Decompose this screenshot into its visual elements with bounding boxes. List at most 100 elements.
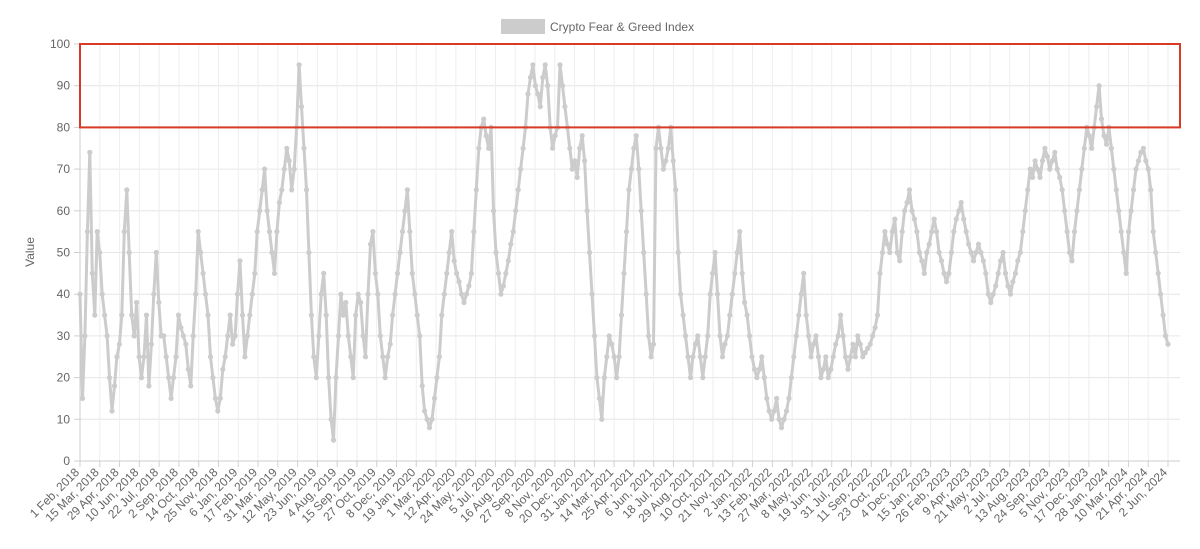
data-point	[818, 375, 824, 381]
data-point	[111, 383, 118, 389]
data-point	[481, 116, 487, 122]
data-point	[311, 354, 317, 360]
data-point	[1017, 249, 1023, 256]
data-point	[961, 216, 967, 222]
data-point	[936, 249, 942, 256]
data-point	[244, 333, 250, 339]
data-point	[641, 249, 647, 256]
data-point	[902, 208, 908, 214]
data-point	[468, 270, 474, 276]
data-point	[1128, 208, 1134, 214]
data-point	[436, 354, 442, 360]
data-point	[611, 354, 617, 360]
data-point	[161, 333, 167, 339]
data-point	[897, 258, 903, 264]
data-point	[1062, 208, 1068, 214]
data-point	[761, 375, 767, 381]
data-point	[1126, 229, 1132, 235]
data-point	[746, 333, 753, 339]
data-point	[116, 341, 122, 347]
data-point	[1135, 158, 1142, 164]
data-point	[1069, 258, 1075, 264]
data-point	[653, 145, 659, 151]
data-point	[985, 291, 991, 297]
data-point	[104, 333, 110, 339]
data-point	[1150, 229, 1156, 235]
data-point	[569, 166, 575, 172]
y-tick-label: 60	[57, 204, 71, 218]
data-point	[138, 375, 145, 381]
data-point	[520, 145, 526, 151]
data-point	[874, 312, 881, 318]
data-point	[754, 375, 760, 381]
data-point	[1010, 279, 1016, 285]
data-point	[1012, 270, 1019, 276]
data-point	[993, 283, 999, 289]
data-point	[931, 216, 937, 222]
data-point	[714, 291, 721, 297]
data-point	[739, 270, 745, 276]
data-point	[682, 333, 689, 339]
data-point	[1074, 208, 1080, 214]
data-point	[774, 395, 780, 401]
data-point	[788, 375, 795, 381]
data-point	[434, 375, 440, 381]
data-point	[975, 241, 982, 247]
data-point	[751, 366, 758, 372]
data-point	[579, 133, 585, 139]
y-tick-label: 100	[50, 37, 70, 51]
data-point	[505, 258, 511, 264]
data-point	[990, 291, 996, 297]
data-point	[102, 312, 108, 318]
data-point	[254, 229, 260, 235]
y-tick-label: 20	[57, 371, 71, 385]
data-point	[719, 354, 726, 360]
data-point	[301, 145, 307, 151]
data-point	[385, 354, 391, 360]
data-point	[188, 383, 194, 389]
data-point	[1158, 291, 1164, 297]
data-point	[557, 62, 563, 68]
data-point	[1101, 133, 1107, 139]
data-point	[1034, 166, 1041, 172]
data-point	[562, 104, 568, 110]
data-point	[390, 312, 396, 318]
data-point	[833, 341, 839, 347]
data-point	[559, 83, 566, 89]
data-point	[1042, 145, 1048, 151]
data-point	[382, 375, 388, 381]
data-point	[926, 241, 932, 247]
data-point	[988, 299, 994, 306]
data-point	[820, 366, 827, 372]
data-point	[707, 291, 713, 297]
data-point	[734, 249, 740, 256]
data-point	[852, 354, 859, 360]
data-point	[1143, 158, 1149, 164]
data-point	[749, 354, 755, 360]
data-point	[540, 74, 546, 80]
data-point	[778, 425, 785, 431]
data-point	[948, 249, 955, 256]
data-point	[441, 291, 447, 297]
data-point	[483, 133, 489, 139]
data-point	[606, 333, 612, 339]
data-point	[298, 104, 305, 110]
data-point	[84, 229, 90, 235]
data-point	[591, 333, 598, 339]
data-point	[604, 354, 610, 360]
data-point	[458, 291, 465, 297]
data-point	[365, 291, 371, 297]
data-point	[729, 291, 735, 297]
data-point	[473, 187, 479, 193]
data-point	[257, 208, 263, 214]
data-point	[89, 270, 95, 276]
data-point	[1071, 229, 1078, 235]
data-point	[963, 229, 969, 235]
data-point	[242, 354, 248, 360]
data-point	[202, 291, 209, 297]
data-point	[658, 145, 664, 151]
data-point	[798, 291, 804, 297]
data-point	[769, 416, 775, 422]
